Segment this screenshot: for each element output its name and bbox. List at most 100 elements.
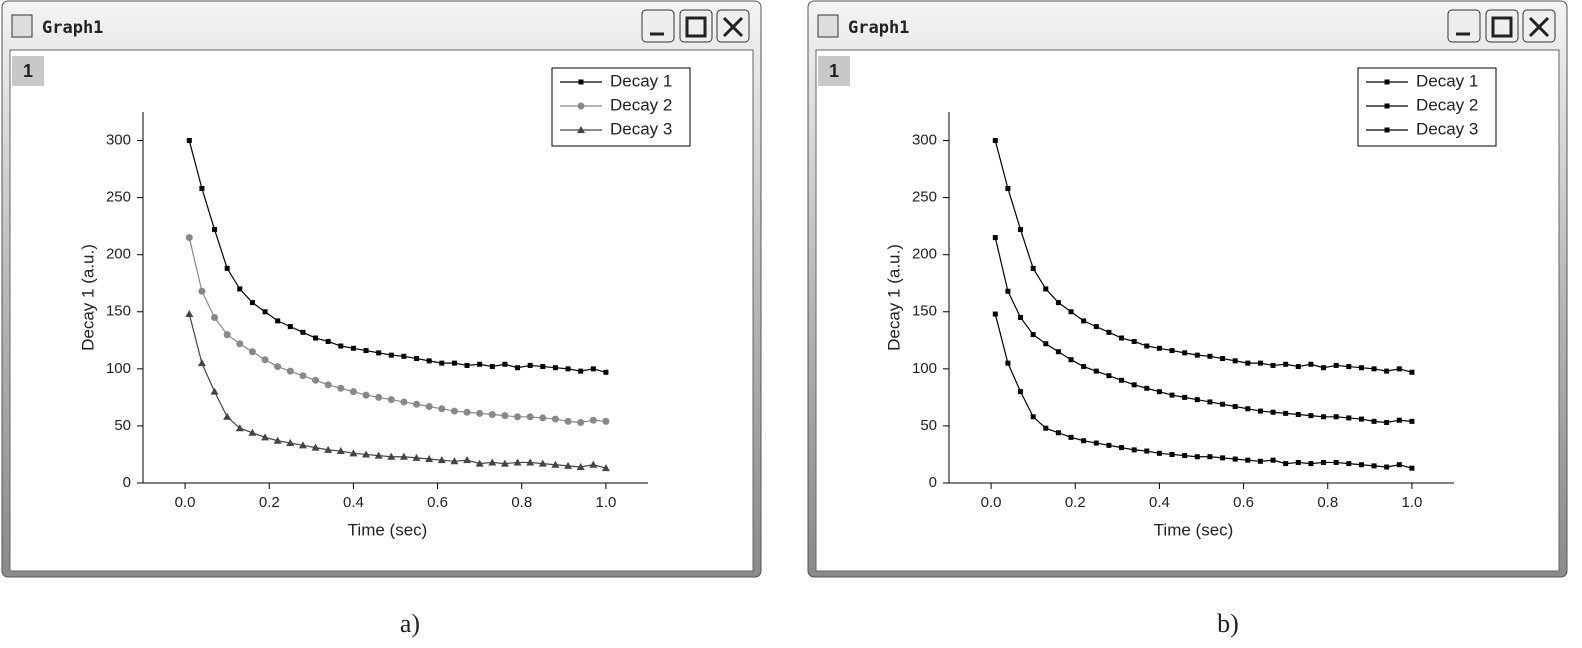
marker	[275, 318, 281, 324]
x-tick-label: 0.4	[1149, 494, 1170, 511]
marker	[1018, 389, 1024, 395]
marker	[387, 452, 396, 460]
x-tick-label: 0.4	[343, 494, 364, 511]
marker	[1371, 366, 1377, 372]
marker	[1384, 103, 1390, 109]
marker	[1093, 324, 1099, 330]
marker	[1131, 447, 1137, 453]
x-tick-label: 0.2	[1065, 494, 1086, 511]
marker	[450, 407, 458, 415]
y-tick-label: 250	[106, 189, 131, 206]
legend-box	[1357, 67, 1497, 147]
marker	[1207, 353, 1213, 359]
marker	[1119, 377, 1125, 383]
legend: Decay 1 Decay 2 Decay 3	[551, 67, 691, 147]
marker	[1068, 357, 1074, 363]
marker	[526, 413, 534, 421]
layer-tab[interactable]	[12, 56, 44, 86]
legend: Decay 1 Decay 2 Decay 3	[1357, 67, 1497, 147]
x-tick-label: 1.0	[1401, 494, 1422, 511]
marker	[514, 413, 522, 421]
marker	[337, 384, 345, 392]
marker	[1346, 364, 1352, 370]
marker	[387, 396, 395, 404]
marker	[388, 352, 394, 358]
x-tick-label: 0.0	[175, 494, 196, 511]
marker	[451, 360, 457, 366]
marker	[1396, 366, 1402, 372]
marker	[489, 364, 495, 370]
marker	[362, 450, 371, 458]
marker	[1043, 286, 1049, 292]
marker	[413, 400, 421, 408]
marker	[414, 356, 420, 362]
layer-tab[interactable]	[818, 56, 850, 86]
marker	[526, 458, 535, 466]
marker	[488, 411, 496, 419]
marker	[362, 391, 370, 399]
marker	[601, 464, 610, 472]
marker	[515, 365, 521, 371]
marker	[463, 456, 472, 464]
marker	[1207, 454, 1213, 460]
marker	[1043, 425, 1049, 431]
marker	[325, 338, 331, 344]
marker	[1093, 440, 1099, 446]
marker	[564, 417, 572, 425]
marker	[578, 79, 584, 85]
window-icon	[817, 14, 839, 38]
marker	[501, 412, 509, 420]
marker	[1182, 350, 1188, 356]
marker	[1333, 414, 1339, 420]
marker	[1371, 463, 1377, 469]
marker	[185, 234, 193, 242]
minimize-button[interactable]	[1447, 9, 1481, 43]
marker	[476, 409, 484, 417]
legend-label: Decay 1	[610, 71, 672, 90]
marker	[1295, 364, 1301, 370]
marker	[1295, 412, 1301, 418]
marker	[439, 360, 445, 366]
legend-label: Decay 1	[1416, 71, 1478, 90]
marker	[1232, 456, 1238, 462]
marker	[199, 185, 205, 191]
marker	[438, 405, 446, 413]
y-tick-label: 50	[114, 417, 131, 434]
marker	[513, 458, 522, 466]
marker	[412, 453, 421, 461]
marker	[1308, 361, 1314, 367]
marker	[338, 343, 344, 349]
marker	[1119, 335, 1125, 341]
x-tick-label: 0.2	[259, 494, 280, 511]
y-tick-label: 300	[106, 132, 131, 149]
marker	[1144, 448, 1150, 454]
marker	[1194, 454, 1200, 460]
x-tick-label: 0.8	[511, 494, 532, 511]
marker	[464, 362, 470, 368]
marker	[1106, 329, 1112, 335]
marker	[1156, 450, 1162, 456]
marker	[400, 398, 408, 406]
marker	[1333, 362, 1339, 368]
marker	[1030, 265, 1036, 271]
marker	[1333, 459, 1339, 465]
marker	[1131, 338, 1137, 344]
minimize-button[interactable]	[641, 9, 675, 43]
marker	[210, 387, 219, 395]
marker	[248, 428, 257, 436]
x-tick-label: 0.0	[981, 494, 1002, 511]
marker	[1295, 459, 1301, 465]
y-tick-label: 0	[929, 474, 937, 491]
marker	[1257, 360, 1263, 366]
marker	[261, 433, 270, 441]
marker	[1156, 389, 1162, 395]
marker	[475, 459, 484, 467]
x-tick-label: 0.6	[1233, 494, 1254, 511]
marker	[1283, 361, 1289, 367]
series-line	[994, 140, 1413, 373]
window-title: Graph1	[848, 18, 909, 38]
marker	[1182, 453, 1188, 459]
marker	[1005, 288, 1011, 294]
